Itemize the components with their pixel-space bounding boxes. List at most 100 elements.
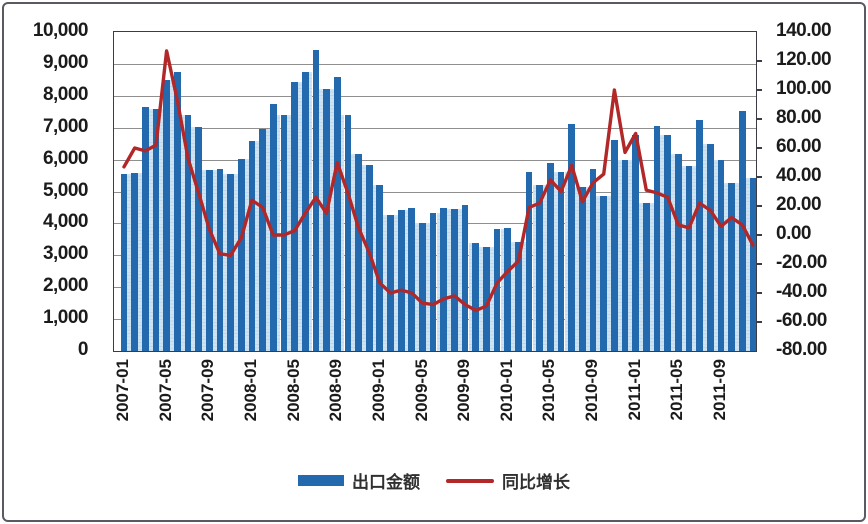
bar-gap-fill <box>575 186 579 351</box>
x-axis-label: 2010-01 <box>496 359 516 422</box>
bar-gap-fill <box>383 214 388 351</box>
bar-gap-fill <box>425 223 430 351</box>
export-bar <box>291 82 298 351</box>
export-bar <box>152 108 160 351</box>
right-axis-tick <box>756 234 762 236</box>
export-bar <box>568 123 576 351</box>
export-bar <box>600 195 608 351</box>
left-axis-label: 2,000 <box>42 275 89 297</box>
bar-gap-fill <box>319 88 324 351</box>
export-bar <box>717 159 725 351</box>
export-bar <box>131 173 139 351</box>
export-bar <box>579 186 586 351</box>
right-axis-tick <box>756 292 762 294</box>
bar-gap-fill <box>479 246 484 351</box>
right-axis-label: 20.00 <box>776 194 822 215</box>
export-bar <box>216 169 224 351</box>
bar-gap-fill <box>649 203 654 351</box>
left-axis-label: 4,000 <box>42 211 89 233</box>
export-bar <box>387 214 394 351</box>
bar-gap-fill <box>436 212 441 351</box>
bar-gap-fill <box>724 183 729 351</box>
gridline <box>114 63 756 65</box>
bar-gap-fill <box>681 166 686 351</box>
export-bar <box>227 173 234 351</box>
x-axis-label: 2009-05 <box>411 359 431 422</box>
bar-gap-fill <box>692 166 697 351</box>
bar-gap-fill <box>127 174 132 351</box>
left-axis-label: 8,000 <box>42 83 89 105</box>
export-bar <box>557 171 565 351</box>
export-bar <box>642 203 650 351</box>
left-axis-label: 0 <box>77 339 89 360</box>
export-bar <box>259 128 266 351</box>
bar-gap-fill <box>735 183 739 351</box>
bar-gap-fill <box>415 223 420 351</box>
x-axis-label: 2009-01 <box>368 359 388 422</box>
right-axis-tick <box>756 321 762 323</box>
bar-gap-fill <box>489 246 494 351</box>
export-bar <box>664 135 672 351</box>
bar-gap-fill <box>159 108 164 351</box>
export-bar <box>173 71 181 351</box>
export-bar <box>685 166 693 351</box>
plot-area <box>113 31 762 352</box>
x-axis-label: 2011-01 <box>624 359 644 421</box>
export-bar <box>706 143 714 351</box>
bar-gap-fill <box>564 171 569 351</box>
bar-gap-fill <box>639 203 643 351</box>
right-axis-label: 120.00 <box>776 49 832 70</box>
export-bar <box>280 114 288 351</box>
export-bar <box>738 111 746 351</box>
export-bar <box>120 174 128 351</box>
line-series-swatch <box>446 478 494 483</box>
gridline <box>114 159 756 161</box>
export-bar <box>195 127 202 351</box>
growth-line <box>122 49 755 313</box>
export-bar <box>376 184 384 351</box>
bar-gap-fill <box>457 209 462 351</box>
bar-gap-fill <box>351 153 356 351</box>
right-axis-label: -80.00 <box>776 339 827 360</box>
export-bar <box>472 242 480 351</box>
left-axis-label: 5,000 <box>42 179 89 201</box>
x-axis-label: 2010-05 <box>539 359 559 422</box>
bar-gap-fill <box>543 185 547 351</box>
export-bar <box>205 170 213 351</box>
export-bar <box>408 208 416 351</box>
bar-gap-fill <box>340 115 345 351</box>
bar-gap-fill <box>191 127 196 351</box>
bar-gap-fill <box>745 178 750 351</box>
bar-gap-fill <box>671 153 675 351</box>
x-axis-label: 2008-01 <box>240 359 260 422</box>
export-bar <box>504 227 512 351</box>
export-bar <box>184 115 192 351</box>
export-bar <box>589 168 597 351</box>
right-axis-tick <box>756 205 762 207</box>
right-axis-label: -20.00 <box>776 252 827 273</box>
bar-gap-fill <box>511 241 516 351</box>
export-bar <box>493 228 501 351</box>
export-bar <box>674 153 682 351</box>
export-bar <box>365 165 373 351</box>
right-axis-label: 60.00 <box>776 136 822 157</box>
legend-item-growth: 同比增长 <box>446 468 570 493</box>
bar-gap-fill <box>660 135 665 351</box>
bar-gap-fill <box>628 160 633 351</box>
export-bar <box>547 162 554 351</box>
bar-gap-fill <box>532 185 537 351</box>
export-bar <box>248 140 256 351</box>
export-bar <box>728 183 735 351</box>
x-axis-label: 2007-05 <box>155 359 175 422</box>
right-axis-tick <box>756 60 762 62</box>
right-axis-tick <box>756 89 762 91</box>
bar-gap-fill <box>393 214 398 351</box>
bar-gap-fill <box>500 228 505 351</box>
export-bar <box>141 107 149 351</box>
right-axis-label: 80.00 <box>776 107 822 128</box>
right-axis-label: 40.00 <box>776 165 822 186</box>
x-axis-label: 2011-09 <box>710 359 729 421</box>
bar-gap-fill <box>329 88 334 351</box>
right-axis-label: 100.00 <box>776 78 832 99</box>
gridline <box>114 95 756 97</box>
